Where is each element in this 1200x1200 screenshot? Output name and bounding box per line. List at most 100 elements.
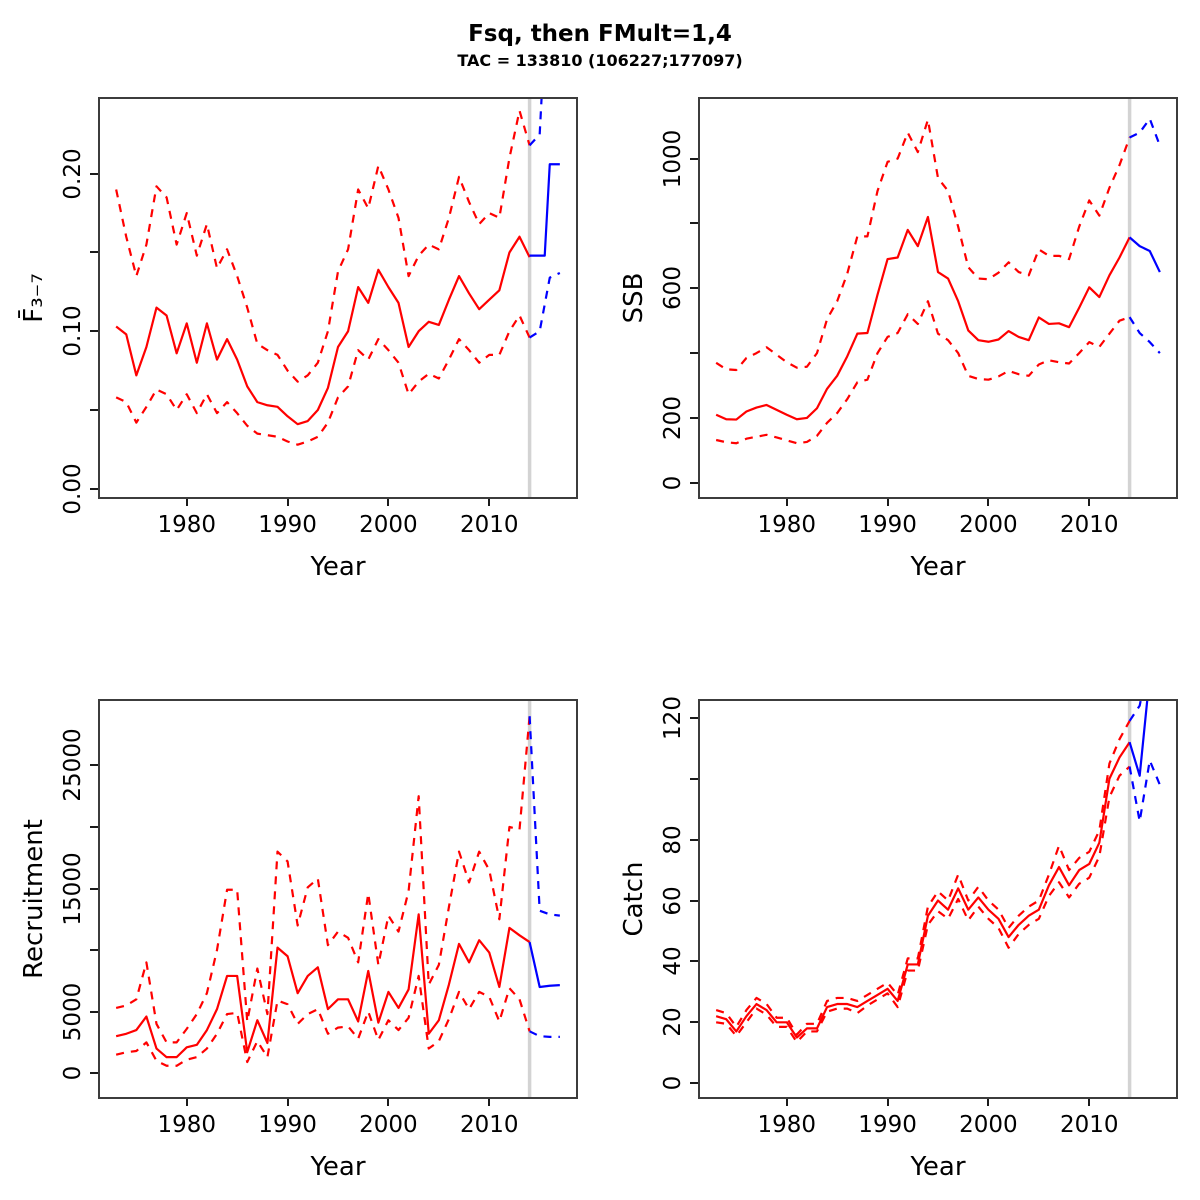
f-y-tick-label: 0.00 — [60, 463, 86, 515]
f-upper-ci-historic-line — [115, 109, 531, 383]
recruitment-y-tick — [90, 887, 98, 890]
catch-x-tick — [1088, 1099, 1091, 1106]
ssb-upper-ci-projection-line — [1129, 117, 1161, 147]
catch-x-tick-label: 2000 — [959, 1112, 1018, 1138]
f-y-tick-label: 0.20 — [60, 148, 86, 200]
f-lower-ci-historic-line — [115, 314, 531, 446]
catch-lower-ci-projection-line — [1128, 759, 1161, 823]
recruitment-x-tick — [185, 1099, 188, 1106]
f-x-tick-label: 1990 — [258, 512, 317, 538]
catch-y-tick-label: 20 — [660, 1007, 686, 1037]
panel-recruitment — [98, 699, 578, 1099]
recruitment-median-historic-line — [115, 913, 531, 1059]
ssb-x-tick — [785, 499, 788, 506]
ssb-y-tick-label: 0 — [660, 475, 686, 491]
catch-x-axis-title: Year — [910, 1152, 966, 1182]
catch-lower-ci-historic-line — [715, 765, 1131, 1044]
recruitment-y-axis-title: Recruitment — [19, 819, 49, 979]
catch-y-tick — [690, 838, 698, 841]
recruitment-y-tick-label: 25000 — [60, 728, 86, 803]
f-y-tick — [90, 408, 98, 411]
ssb-y-tick-label: 1000 — [660, 129, 686, 188]
f-lower-ci-projection-line — [529, 271, 561, 339]
f-plot-svg — [115, 97, 561, 499]
recruitment-x-tick-label: 1990 — [258, 1112, 317, 1138]
recruitment-upper-ci-historic-line — [115, 716, 531, 1044]
recruitment-plot-svg — [115, 699, 560, 1099]
catch-y-tick — [690, 960, 698, 963]
ssb-y-tick-label: 600 — [660, 266, 686, 311]
ssb-upper-ci-historic-line — [715, 118, 1131, 372]
ssb-y-tick — [690, 481, 698, 484]
recruitment-x-tick-label: 2000 — [359, 1112, 418, 1138]
catch-y-tick-label: 0 — [660, 1075, 686, 1091]
catch-x-tick — [886, 1099, 889, 1106]
recruitment-x-tick — [488, 1099, 491, 1106]
panel-f — [98, 97, 578, 499]
recruitment-x-tick-label: 2010 — [459, 1112, 519, 1138]
catch-plot-svg — [715, 699, 1161, 1099]
catch-y-tick — [690, 1082, 698, 1085]
f-y-tick-label: 0.10 — [60, 305, 86, 357]
ssb-y-tick — [690, 416, 698, 419]
f-upper-ci-projection-line — [528, 97, 543, 147]
recruitment-y-tick — [90, 1072, 98, 1075]
ssb-x-tick — [1088, 499, 1091, 506]
ssb-y-tick — [690, 352, 698, 355]
ssb-x-tick-label: 2010 — [1059, 512, 1119, 538]
f-y-tick — [90, 330, 98, 333]
ssb-x-tick-label: 2000 — [959, 512, 1018, 538]
f-median-projection-line — [529, 163, 560, 257]
catch-y-tick — [690, 1021, 698, 1024]
ssb-lower-ci-projection-line — [1128, 316, 1161, 354]
f-median-historic-line — [115, 235, 531, 426]
recruitment-x-tick — [286, 1099, 289, 1106]
recruitment-x-tick — [387, 1099, 390, 1106]
ssb-y-tick-label: 200 — [660, 395, 686, 440]
ssb-y-tick — [690, 287, 698, 290]
f-x-axis-title: Year — [310, 552, 366, 582]
recruitment-y-tick-label: 5000 — [60, 982, 86, 1041]
ssb-y-tick — [690, 157, 698, 160]
panel-ssb — [698, 97, 1178, 499]
ssb-y-axis-title: SSB — [619, 272, 649, 324]
f-x-tick — [185, 499, 188, 506]
recruitment-x-axis-title: Year — [310, 1152, 366, 1182]
ssb-x-tick — [987, 499, 990, 506]
ssb-median-historic-line — [715, 215, 1131, 421]
recruitment-y-tick — [90, 826, 98, 828]
catch-y-tick — [690, 899, 698, 902]
ssb-x-tick — [886, 499, 889, 506]
catch-median-historic-line — [715, 741, 1131, 1039]
recruitment-y-tick-label: 15000 — [60, 851, 86, 926]
catch-y-tick-label: 80 — [660, 824, 686, 855]
catch-x-tick-label: 2010 — [1059, 1112, 1119, 1138]
recruitment-x-tick-label: 1980 — [157, 1112, 217, 1138]
catch-x-tick-label: 1990 — [858, 1112, 917, 1138]
ssb-y-tick — [690, 222, 698, 225]
catch-y-tick — [690, 777, 698, 780]
recruitment-upper-ci-projection-line — [528, 716, 560, 917]
catch-y-tick — [690, 716, 698, 719]
f-x-tick-label: 2000 — [359, 512, 418, 538]
f-x-tick-label: 1980 — [157, 512, 217, 538]
f-y-tick — [90, 487, 98, 490]
f-x-tick — [488, 499, 491, 506]
ssb-plot-svg — [715, 97, 1161, 499]
catch-x-tick — [785, 1099, 788, 1106]
figure-title: Fsq, then FMult=1,4 — [468, 21, 732, 47]
catch-x-tick-label: 1980 — [757, 1112, 817, 1138]
catch-y-axis-title: Catch — [619, 861, 649, 937]
catch-median-projection-line — [1128, 699, 1149, 777]
catch-y-tick-label: 60 — [660, 885, 686, 916]
f-x-tick — [286, 499, 289, 506]
recruitment-y-tick — [90, 764, 98, 767]
panel-catch — [698, 699, 1178, 1099]
ssb-x-tick-label: 1980 — [757, 512, 817, 538]
recruitment-lower-ci-projection-line — [529, 1030, 560, 1038]
catch-y-tick-label: 120 — [660, 695, 686, 740]
f-y-axis-title: F̄₃₋₇ — [19, 273, 49, 323]
ssb-x-axis-title: Year — [910, 552, 966, 582]
recruitment-median-projection-line — [528, 941, 560, 989]
